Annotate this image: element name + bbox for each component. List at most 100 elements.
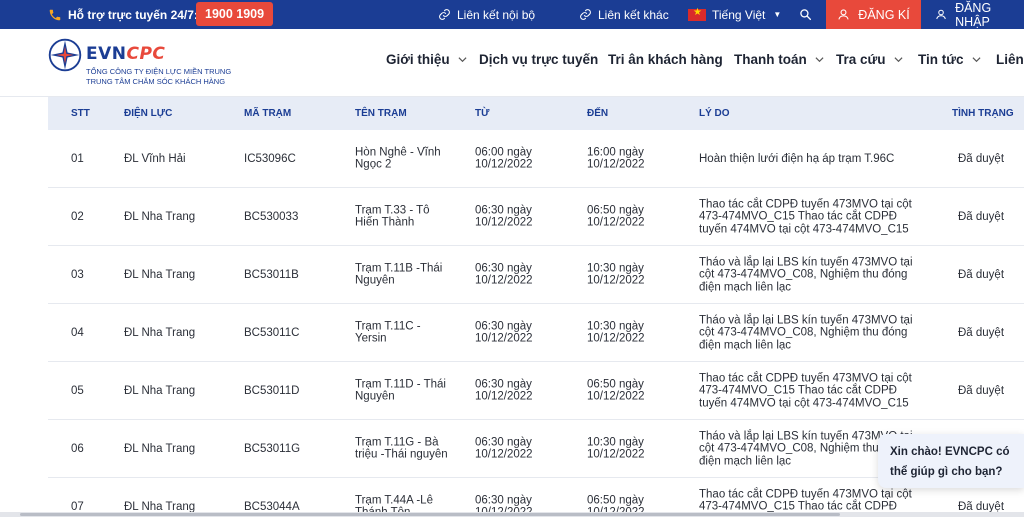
- cell-ten-tram: Trạm T.11B -Thái Nguyên: [355, 262, 442, 287]
- nav-item-dich-vu-truc-tuyen[interactable]: Dịch vụ trực tuyến: [479, 52, 598, 67]
- cell-tu-line: 06:30 ngày: [475, 204, 532, 216]
- language-label: Tiếng Việt: [712, 7, 766, 22]
- cell-ma-tram: IC53096C: [244, 152, 296, 165]
- search-button[interactable]: [799, 0, 812, 29]
- support-label: Hỗ trợ trực tuyến 24/7:: [68, 7, 198, 22]
- nav-label: Tin tức: [918, 52, 964, 67]
- cell-ten-tram-line: Ngọc 2: [355, 158, 392, 171]
- nav-label: Tri ân khách hàng: [608, 52, 723, 67]
- cell-den-line: 16:00 ngày: [587, 146, 644, 158]
- nav-item-tra-cuu[interactable]: Tra cứu: [836, 52, 903, 67]
- cell-tu-line: 10/12/2022: [475, 332, 533, 345]
- cell-ly-do: Hoàn thiện lưới điện hạ áp trạm T.96C: [699, 152, 894, 165]
- chevron-down-icon: [972, 57, 981, 63]
- cell-den: 10:30 ngày 10/12/2022: [587, 436, 645, 461]
- login-button[interactable]: ĐĂNG NHẬP: [921, 0, 1024, 29]
- chevron-down-icon: [815, 57, 824, 63]
- nav-item-thanh-toan[interactable]: Thanh toán: [734, 52, 824, 67]
- cell-ly-do: Thao tác cắt CDPĐ tuyến 473MVO tại cột 47…: [699, 372, 912, 410]
- other-links-link[interactable]: Liên kết khác: [579, 0, 669, 29]
- cell-ly-do-line: Thao tác cắt CDPĐ tuyến 473MVO tại cột: [699, 371, 912, 384]
- chevron-down-icon: [894, 57, 903, 63]
- language-selector[interactable]: Tiếng Việt ▼: [688, 0, 781, 29]
- cell-stt: 01: [71, 152, 84, 165]
- cell-ten-tram: Trạm T.11G - Bà triệu -Thái nguyên: [355, 436, 448, 461]
- cell-tu-line: 06:30 ngày: [475, 378, 532, 390]
- cell-tu-line: 06:30 ngày: [475, 320, 532, 332]
- cell-tu-line: 10/12/2022: [475, 274, 533, 287]
- phone-icon: [49, 9, 61, 20]
- cell-ly-do-line: 473-474MVO_C15 Thao tác cắt CDPĐ: [699, 500, 897, 513]
- cell-ten-tram-line: Trạm T.11B -Thái: [355, 262, 443, 274]
- login-label: ĐĂNG NHẬP: [955, 0, 992, 29]
- brand-cpc: CPC: [126, 44, 166, 64]
- cell-ly-do-line: Thao tác cắt CDPĐ tuyến 473MVO tại cột: [699, 487, 912, 500]
- cell-ly-do: Tháo và lắp lại LBS kín tuyến 473MVO tại…: [699, 430, 913, 468]
- cell-stt: 05: [71, 384, 84, 397]
- cell-tinh-trang: Đã duyệt: [958, 384, 1005, 397]
- cell-den-line: 10:30 ngày: [587, 262, 644, 274]
- cell-tinh-trang: Đã duyệt: [958, 152, 1005, 165]
- cell-den-line: 06:50 ngày: [587, 494, 644, 506]
- nav-label: Liên: [996, 52, 1024, 67]
- logo-subtitle-company: TỔNG CÔNG TY ĐIỆN LỰC MIỀN TRUNG: [86, 67, 232, 76]
- scrollbar-thumb[interactable]: [20, 513, 840, 516]
- cell-ly-do: Tháo và lắp lại LBS kín tuyến 473MVO tại…: [699, 314, 913, 352]
- cell-stt: 07: [71, 500, 84, 513]
- cell-den: 16:00 ngày 10/12/2022: [587, 146, 645, 171]
- internal-links-link[interactable]: Liên kết nội bộ: [438, 0, 535, 29]
- cell-ten-tram-line: Trạm T.11D - Thái: [355, 378, 446, 390]
- evncpc-logo[interactable]: EVNCPC TỔNG CÔNG TY ĐIỆN LỰC MIỀN TRUNG …: [48, 38, 238, 88]
- cell-ten-tram: Hòn Nghê - Vĩnh Ngọc 2: [355, 146, 441, 171]
- brand-name: EVNCPC: [86, 44, 165, 64]
- cell-den: 10:30 ngày 10/12/2022: [587, 320, 645, 345]
- hotline-button[interactable]: 1900 1909: [196, 2, 274, 26]
- cell-den-line: 06:50 ngày: [587, 378, 644, 390]
- column-header-stt: STT: [71, 108, 90, 119]
- table-row: 06 ĐL Nha Trang BC53011G Trạm T.11G - Bà tri…: [48, 420, 1024, 478]
- cell-tinh-trang: Đã duyệt: [958, 210, 1005, 223]
- cell-tu-line: 10/12/2022: [475, 507, 533, 517]
- nav-item-lien-he[interactable]: Liên: [996, 52, 1024, 67]
- register-label: ĐĂNG KÍ: [858, 7, 910, 22]
- cell-dien-luc: ĐL Vĩnh Hải: [124, 152, 186, 165]
- link-icon: [580, 9, 591, 20]
- cell-den-line: 10/12/2022: [587, 507, 645, 517]
- cell-ten-tram-line: Trạm T.11G - Bà: [355, 436, 439, 448]
- cell-dien-luc: ĐL Nha Trang: [124, 384, 196, 397]
- chat-widget[interactable]: Xin chào! EVNCPC có thể giúp gì cho bạn?: [878, 434, 1024, 488]
- cell-ly-do-line: điện mạch liên lạc: [699, 454, 792, 467]
- cell-ly-do-line: cột 473-474MVO_C08, Nghiệm thu đóng: [699, 268, 908, 281]
- evn-star-logo-icon: [48, 38, 82, 72]
- cell-tu-line: 10/12/2022: [475, 390, 533, 403]
- register-button[interactable]: ĐĂNG KÍ: [826, 0, 921, 29]
- outage-schedule-table: STT ĐIỆN LỰC MÃ TRẠM TÊN TRẠM TỪ ĐẾN LÝ …: [48, 97, 1024, 517]
- nav-item-tin-tuc[interactable]: Tin tức: [918, 52, 981, 67]
- internal-links-label: Liên kết nội bộ: [457, 7, 536, 22]
- nav-label: Dịch vụ trực tuyến: [479, 52, 599, 67]
- cell-den-line: 10/12/2022: [587, 216, 645, 229]
- cell-ly-do: Thao tác cắt CDPĐ tuyến 473MVO tại cột 47…: [699, 198, 912, 236]
- cell-den-line: 10/12/2022: [587, 390, 645, 403]
- cell-ly-do-line: tuyến 474MVO tại cột 473-474MVO_C15: [699, 222, 909, 235]
- cell-ly-do-line: cột 473-474MVO_C08, Nghiệm thu đóng: [699, 442, 908, 455]
- cell-stt: 06: [71, 442, 84, 455]
- cell-tu-line: 10/12/2022: [475, 448, 533, 461]
- user-icon: [838, 9, 849, 20]
- nav-item-gioi-thieu[interactable]: Giới thiệu: [386, 52, 467, 67]
- top-bar: Hỗ trợ trực tuyến 24/7: 1900 1909 Liên k…: [0, 0, 1024, 29]
- cell-dien-luc: ĐL Nha Trang: [124, 210, 196, 223]
- logo-subtitle-center: TRUNG TÂM CHĂM SÓC KHÁCH HÀNG: [86, 77, 226, 86]
- cell-tu: 06:00 ngày 10/12/2022: [475, 146, 533, 171]
- chat-greeting-line2: thể giúp gì cho bạn?: [890, 466, 1003, 478]
- support-info: Hỗ trợ trực tuyến 24/7:: [48, 0, 198, 29]
- cell-ly-do-line: 473-474MVO_C15 Thao tác cắt CDPĐ: [699, 210, 897, 223]
- nav-label: Thanh toán: [734, 52, 807, 67]
- table-row: 03 ĐL Nha Trang BC53011B Trạm T.11B -Thái Ng…: [48, 246, 1024, 304]
- cell-den-line: 10:30 ngày: [587, 436, 644, 448]
- column-header-den: ĐẾN: [587, 108, 609, 119]
- cell-stt: 04: [71, 326, 84, 339]
- nav-item-tri-an-khach-hang[interactable]: Tri ân khách hàng: [608, 52, 723, 67]
